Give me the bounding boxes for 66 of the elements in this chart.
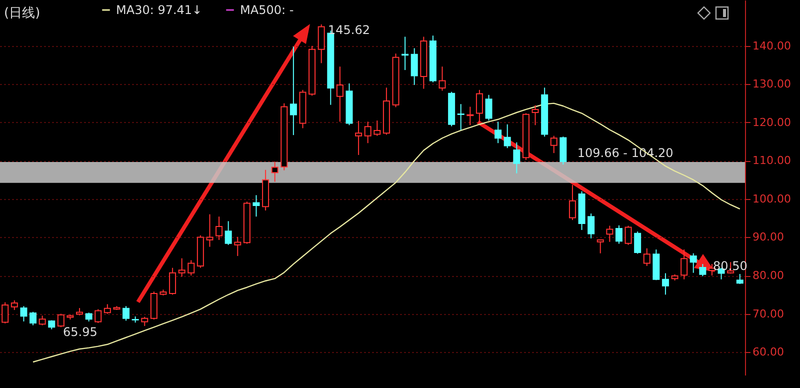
candlestick <box>550 135 558 154</box>
candlestick <box>466 106 474 126</box>
candlestick <box>588 213 595 239</box>
candlestick <box>216 216 223 240</box>
candlestick <box>374 120 381 136</box>
candlestick <box>410 48 418 86</box>
y-tick-label: 110.00 <box>752 154 791 168</box>
candlestick <box>457 104 464 131</box>
candlestick <box>568 184 576 221</box>
annotation: 145.62 <box>328 23 370 37</box>
candlestick <box>690 252 697 274</box>
annotation: 65.95 <box>63 325 98 339</box>
candlestick <box>438 66 446 92</box>
candlestick <box>188 260 195 276</box>
candlestick <box>2 302 9 324</box>
candlestick <box>634 231 642 254</box>
legend-label: MA30: 97.41↓ <box>116 3 202 17</box>
candlestick <box>504 124 511 149</box>
text: (日线) <box>4 6 40 21</box>
candlestick <box>206 214 214 248</box>
candlestick <box>10 300 18 310</box>
candlestick <box>224 220 232 246</box>
candlestick <box>38 315 46 326</box>
y-tick-label: 120.00 <box>752 116 791 129</box>
candlestick <box>318 24 325 64</box>
y-tick-label: 90.00 <box>752 230 784 244</box>
y-tick-label: 70.00 <box>752 307 784 320</box>
y-tick-label: 140.00 <box>752 39 791 52</box>
y-tick-label: 100.00 <box>752 192 791 206</box>
candlestick <box>532 104 539 126</box>
candlestick <box>606 225 614 242</box>
candlestick <box>596 239 604 254</box>
y-tick-label: 130.00 <box>752 78 791 91</box>
candlestick <box>20 306 28 322</box>
candlestick <box>336 66 344 122</box>
candlestick <box>290 46 297 136</box>
candlestick <box>476 89 483 124</box>
candlestick <box>141 316 148 327</box>
candlestick <box>708 264 716 276</box>
candlestick <box>624 225 632 246</box>
candlestick <box>680 248 688 280</box>
candlestick <box>402 36 409 71</box>
y-tick-label: 80.00 <box>752 269 784 282</box>
candlestick <box>699 264 706 277</box>
candlestick <box>122 306 130 322</box>
candlestick <box>178 258 186 278</box>
candlestick <box>169 267 176 296</box>
candlestick <box>355 120 362 156</box>
candlestick <box>271 160 278 182</box>
candlestick <box>494 121 502 144</box>
candlestick <box>643 248 650 266</box>
y-tick-label: 60.00 <box>752 346 784 359</box>
legend-label: MA500: - <box>240 3 294 17</box>
candlestick <box>30 311 37 326</box>
candlestick <box>615 224 622 244</box>
candlestick <box>513 142 520 174</box>
candlestick <box>560 136 567 166</box>
candlestick <box>252 194 260 218</box>
candlestick <box>94 308 102 324</box>
candlestick <box>736 273 744 284</box>
candlestick <box>104 304 111 314</box>
candlestick <box>662 272 669 296</box>
candlestick <box>234 236 242 256</box>
candlestick <box>364 121 372 144</box>
candlestick <box>485 94 492 122</box>
candlestick <box>57 313 64 328</box>
